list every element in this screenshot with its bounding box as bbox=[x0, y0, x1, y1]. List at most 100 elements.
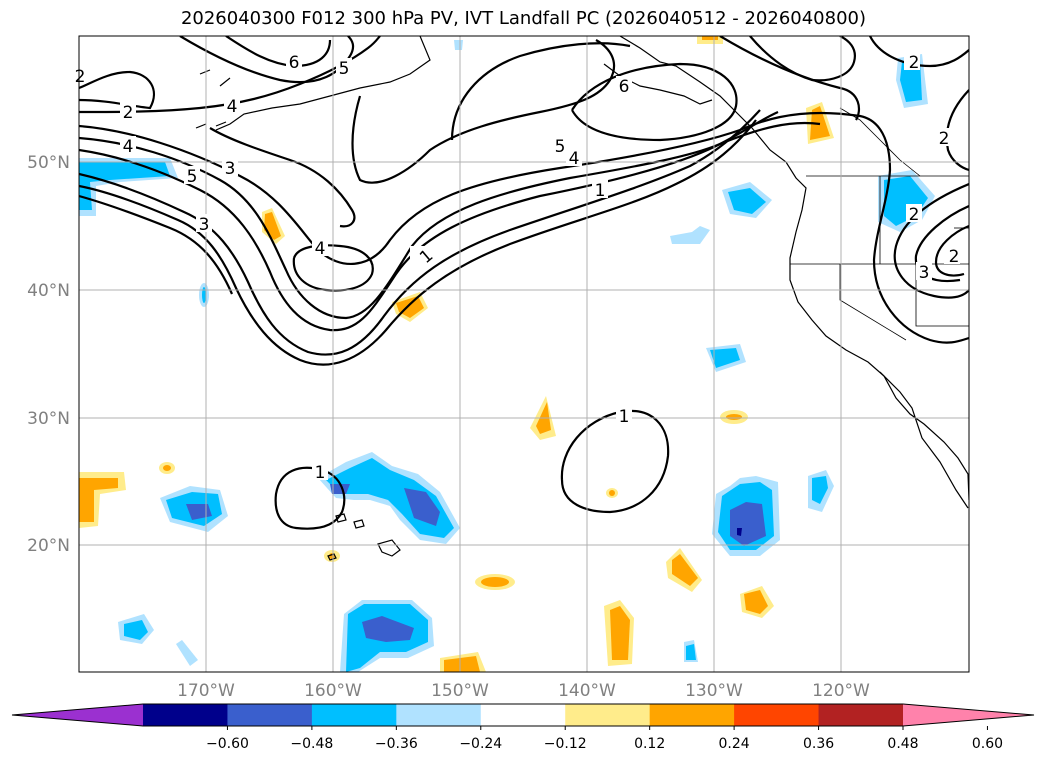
contour-label: 4 bbox=[227, 97, 238, 117]
ivt-shading-layer bbox=[79, 36, 935, 672]
colorbar-tick-label: −0.12 bbox=[544, 736, 587, 752]
ivt-blob bbox=[744, 590, 768, 614]
ivt-blob bbox=[79, 162, 170, 210]
contour-line bbox=[560, 409, 670, 514]
colorbar-segment bbox=[227, 704, 313, 726]
ivt-blob bbox=[444, 656, 480, 672]
ivt-blob bbox=[610, 606, 630, 660]
contour-label: 1 bbox=[595, 181, 606, 201]
contour-line bbox=[934, 224, 969, 277]
island bbox=[377, 539, 401, 557]
ivt-blob bbox=[812, 476, 828, 504]
ivt-blob bbox=[481, 577, 509, 587]
lat-label: 40°N bbox=[27, 281, 70, 301]
map-area bbox=[79, 36, 969, 672]
contour-label: 2 bbox=[949, 247, 960, 267]
colorbar-segment bbox=[396, 704, 482, 726]
contour-line bbox=[79, 70, 156, 110]
coastline bbox=[195, 69, 231, 129]
coastline bbox=[215, 36, 431, 131]
lon-label: 170°W bbox=[177, 681, 235, 701]
map-title: 2026040300 F012 300 hPa PV, IVT Landfall… bbox=[180, 8, 867, 29]
ivt-blob bbox=[728, 188, 766, 214]
ivt-blob bbox=[124, 620, 148, 640]
colorbar-tick-label: −0.60 bbox=[206, 736, 249, 752]
contour-label: 2 bbox=[123, 103, 134, 123]
contour-line bbox=[893, 182, 969, 299]
contour-label: 4 bbox=[315, 239, 326, 259]
island bbox=[353, 519, 365, 529]
colorbar-segment bbox=[143, 704, 228, 726]
contour-line bbox=[749, 36, 856, 82]
contour-line bbox=[945, 89, 969, 172]
ivt-blob bbox=[330, 484, 350, 494]
map-frame bbox=[78, 35, 970, 673]
latitude-labels: 50°N 40°N 30°N 20°N bbox=[27, 153, 70, 556]
colorbar-outline bbox=[11, 703, 1035, 727]
colorbar-tick-label: −0.48 bbox=[290, 736, 333, 752]
contour-line bbox=[79, 111, 969, 344]
ivt-blob bbox=[737, 528, 742, 536]
colorbar-segment bbox=[565, 704, 651, 726]
lon-label: 150°W bbox=[431, 681, 489, 701]
contour-line bbox=[79, 121, 821, 320]
contour-line bbox=[79, 109, 761, 356]
contour-label: 2 bbox=[75, 67, 86, 87]
lat-label: 50°N bbox=[27, 153, 70, 173]
lon-label: 140°W bbox=[558, 681, 616, 701]
colorbar-tick-label: −0.36 bbox=[375, 736, 418, 752]
contour-labels: 6 5 4 3 2 1 5 4 3 2 6 5 4 1 2 4 1 1 2 3 … bbox=[72, 52, 960, 483]
contour-line bbox=[79, 194, 234, 295]
contour-line bbox=[209, 127, 356, 228]
gridlines bbox=[79, 36, 969, 672]
contour-line bbox=[869, 36, 969, 68]
coastline bbox=[879, 371, 969, 509]
ivt-blob bbox=[670, 226, 710, 244]
colorbar-segment bbox=[480, 704, 566, 726]
border bbox=[915, 264, 969, 327]
contour-label: 1 bbox=[619, 407, 630, 427]
ivt-blob bbox=[163, 465, 171, 471]
colorbar-extend-min bbox=[12, 704, 143, 726]
ivt-blob bbox=[900, 60, 922, 102]
colorbar: −0.60 −0.48 −0.36 −0.24 −0.12 0.12 0.24 0.36 0.4… bbox=[11, 703, 1035, 752]
lat-label: 20°N bbox=[27, 536, 70, 556]
ivt-blob bbox=[686, 644, 696, 660]
ivt-blob bbox=[710, 348, 740, 368]
lon-label: 130°W bbox=[685, 681, 743, 701]
lon-label: 160°W bbox=[304, 681, 362, 701]
colorbar-segment bbox=[818, 704, 904, 726]
contour-line bbox=[79, 119, 757, 366]
contour-label: 2 bbox=[939, 129, 950, 149]
island bbox=[327, 553, 337, 561]
contour-label: 5 bbox=[555, 137, 566, 157]
colorbar-tick-label: 0.48 bbox=[887, 736, 918, 752]
pv-contour-layer bbox=[79, 36, 969, 530]
colorbar-segment bbox=[311, 704, 397, 726]
contour-line bbox=[179, 36, 355, 84]
contour-label: 3 bbox=[199, 215, 210, 235]
ivt-blob bbox=[176, 640, 198, 666]
longitude-labels: 170°W 160°W 150°W 140°W 130°W 120°W bbox=[177, 681, 870, 701]
contour-label: 3 bbox=[919, 263, 930, 283]
colorbar-segment bbox=[649, 704, 735, 726]
contour-line bbox=[79, 36, 381, 114]
ivt-blob bbox=[454, 40, 463, 50]
lon-label: 120°W bbox=[812, 681, 870, 701]
lat-label: 30°N bbox=[27, 409, 70, 429]
colorbar-extend-max bbox=[903, 704, 1034, 726]
ivt-blob bbox=[202, 287, 206, 303]
contour-line bbox=[450, 42, 631, 141]
colorbar-tick-label: −0.24 bbox=[459, 736, 502, 752]
ivt-blob bbox=[726, 414, 742, 420]
ivt-blob bbox=[702, 36, 718, 40]
ivt-blob bbox=[404, 488, 440, 526]
colorbar-segment bbox=[734, 704, 820, 726]
contour-line bbox=[719, 36, 860, 121]
contour-line bbox=[571, 62, 738, 142]
colorbar-tick-label: 0.24 bbox=[719, 736, 750, 752]
contour-line bbox=[914, 204, 969, 282]
ivt-blob bbox=[609, 490, 615, 496]
contour-label: 5 bbox=[187, 167, 198, 187]
contour-label: 2 bbox=[909, 205, 920, 225]
